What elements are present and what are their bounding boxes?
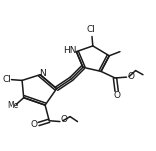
Text: O: O — [127, 72, 134, 81]
Text: O: O — [61, 115, 68, 124]
Text: N: N — [39, 69, 46, 77]
Text: HN: HN — [63, 46, 77, 55]
Text: O: O — [31, 120, 38, 129]
Text: O: O — [114, 91, 121, 100]
Text: Cl: Cl — [87, 25, 96, 34]
Text: Cl: Cl — [3, 75, 12, 84]
Text: Me: Me — [7, 101, 19, 110]
